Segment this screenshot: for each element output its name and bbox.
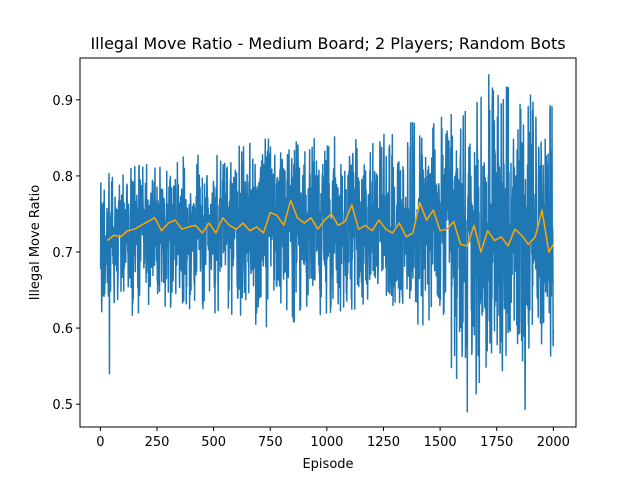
y-tick-label: 0.6 bbox=[52, 322, 73, 337]
raw-series-line bbox=[99, 73, 555, 413]
y-tick-label: 0.5 bbox=[52, 398, 73, 413]
x-tick-label: 0 bbox=[96, 435, 104, 450]
x-axis-ticks: 0 250 500 750 1000 1250 1500 1750 2000 bbox=[96, 427, 570, 450]
x-tick-label: 750 bbox=[258, 435, 283, 450]
x-tick-label: 1250 bbox=[367, 435, 400, 450]
axes-frame bbox=[79, 57, 577, 428]
x-tick-label: 1750 bbox=[480, 435, 513, 450]
y-axis-label: Illegal Move Ratio bbox=[28, 185, 43, 300]
y-tick-label: 0.9 bbox=[52, 94, 73, 109]
x-tick-label: 250 bbox=[145, 435, 170, 450]
x-tick-label: 2000 bbox=[537, 435, 570, 450]
moving-average-layer bbox=[106, 199, 554, 253]
y-tick-label: 0.8 bbox=[52, 170, 73, 185]
x-axis-label: Episode bbox=[302, 457, 353, 472]
raw-series-layer bbox=[99, 73, 555, 413]
x-tick-label: 1500 bbox=[424, 435, 457, 450]
y-tick-label: 0.7 bbox=[52, 246, 73, 261]
chart-title: Illegal Move Ratio - Medium Board; 2 Pla… bbox=[90, 34, 565, 53]
x-tick-label: 1000 bbox=[310, 435, 343, 450]
moving-average-line bbox=[106, 199, 554, 253]
x-tick-label: 500 bbox=[201, 435, 226, 450]
y-axis-ticks: 0.5 0.6 0.7 0.8 0.9 bbox=[52, 94, 80, 413]
